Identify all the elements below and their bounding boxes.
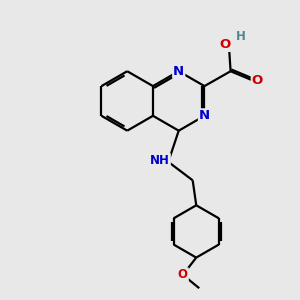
- Text: N: N: [173, 65, 184, 78]
- Text: N: N: [199, 109, 210, 122]
- Text: O: O: [178, 268, 188, 281]
- Text: O: O: [252, 74, 263, 87]
- Text: H: H: [236, 30, 245, 43]
- Text: NH: NH: [150, 154, 170, 167]
- Text: O: O: [219, 38, 230, 51]
